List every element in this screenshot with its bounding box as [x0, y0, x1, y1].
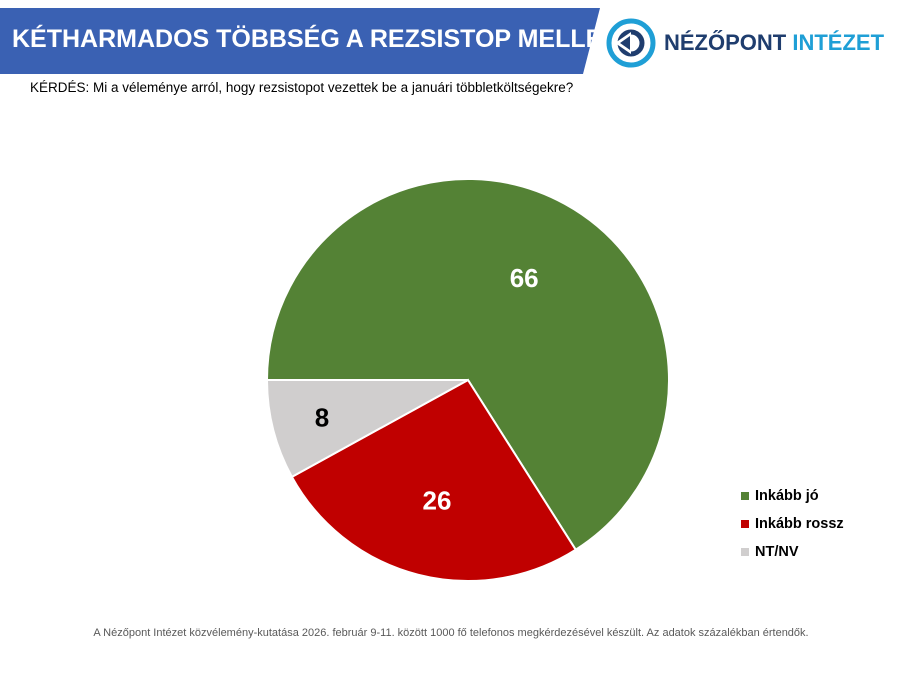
- footnote: A Nézőpont Intézet közvélemény-kutatása …: [93, 627, 809, 639]
- legend-swatch: [741, 548, 749, 556]
- legend-item-2: Inkább rossz: [741, 510, 844, 538]
- legend-swatch: [741, 520, 749, 528]
- legend-item-1: Inkább jó: [741, 482, 844, 510]
- data-label-3: 8: [315, 402, 329, 432]
- data-label-1: 66: [510, 263, 539, 293]
- legend-label: Inkább jó: [755, 488, 819, 504]
- pie-slice-2: [290, 378, 578, 582]
- legend-label: Inkább rossz: [755, 516, 844, 532]
- legend-swatch: [741, 492, 749, 500]
- legend-label: NT/NV: [755, 544, 799, 560]
- logo-text-dark: NÉZŐPONT: [664, 30, 787, 55]
- logo-text: NÉZŐPONT INTÉZET: [664, 30, 884, 56]
- chart-legend: Inkább jó Inkább rossz NT/NV: [741, 482, 844, 566]
- pie-slice-1: [265, 178, 670, 552]
- legend-item-3: NT/NV: [741, 538, 844, 566]
- nezopont-logo-icon: [606, 18, 656, 68]
- page-title: KÉTHARMADOS TÖBBSÉG A REZSISTOP MELLETT: [12, 25, 633, 53]
- survey-question: KÉRDÉS: Mi a véleménye arról, hogy rezsi…: [30, 80, 574, 95]
- logo-text-accent: INTÉZET: [792, 30, 885, 55]
- brand-logo: NÉZŐPONT INTÉZET: [606, 18, 884, 68]
- data-label-2: 26: [423, 486, 452, 516]
- pie-slice-3: [265, 379, 469, 479]
- title-banner: [0, 8, 600, 74]
